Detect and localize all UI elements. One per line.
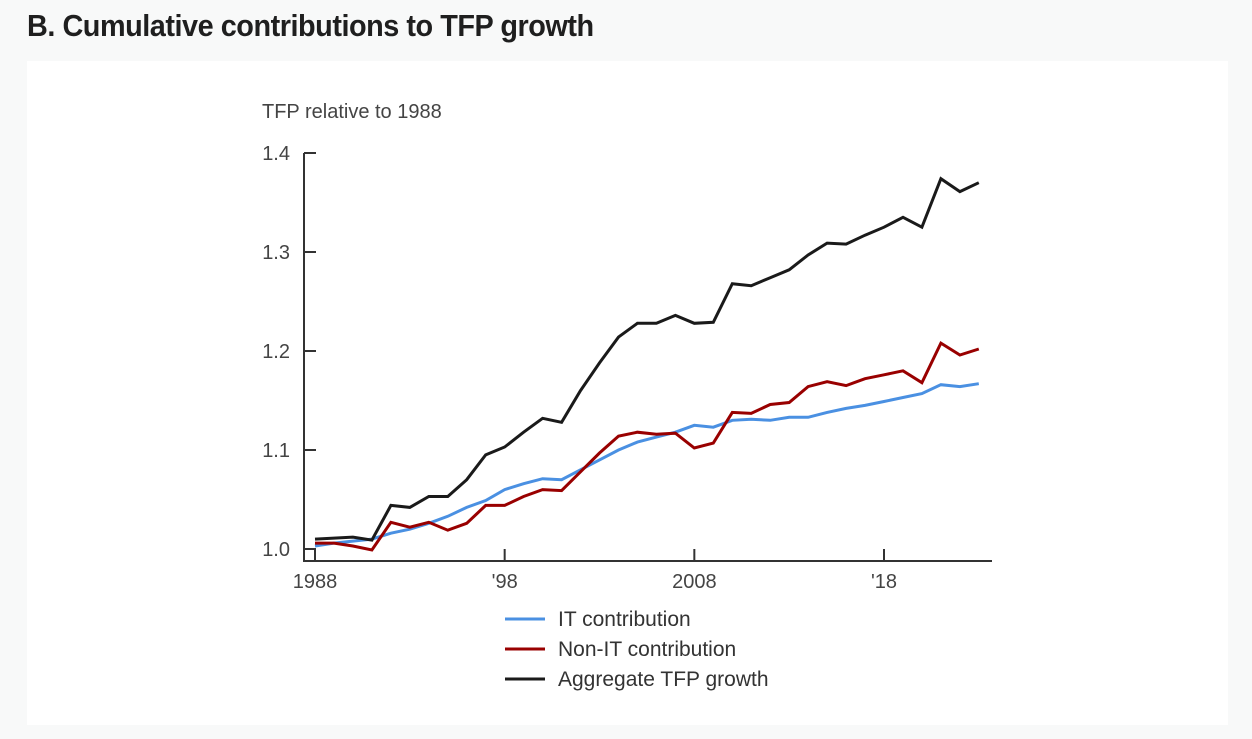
chart-panel [27,61,1228,725]
x-tick-label: '98 [492,571,518,593]
x-tick-label: 1988 [293,571,338,593]
legend-item: Aggregate TFP growth [505,668,769,691]
y-axis-title: TFP relative to 1988 [262,101,442,123]
x-ticks: 1988 '98 2008 '18 [293,549,897,593]
chart-heading: B. Cumulative contributions to TFP growt… [27,8,594,43]
series-line-it-contribution [314,382,980,548]
legend-label: IT contribution [558,608,691,631]
series-line-non-it-contribution [315,340,980,552]
y-tick-label: 1.2 [262,341,290,363]
legend-item: Non-IT contribution [505,638,736,661]
legend-item: IT contribution [505,608,691,631]
legend-label: Non-IT contribution [558,638,736,661]
x-tick-label: '18 [871,571,897,593]
series-line-aggregate-tfp-growth [314,176,980,542]
y-tick-label: 1.1 [262,440,290,462]
legend-label: Aggregate TFP growth [558,668,769,691]
y-tick-label: 1.0 [262,539,290,561]
axes [303,153,992,562]
x-tick-label: 2008 [672,571,717,593]
y-tick-label: 1.4 [262,143,290,165]
series-lines [314,176,980,552]
y-ticks: 1.0 1.1 1.2 1.3 1.4 [262,143,316,561]
y-tick-label: 1.3 [262,242,290,264]
legend: IT contribution Non-IT contribution Aggreg… [505,608,769,691]
